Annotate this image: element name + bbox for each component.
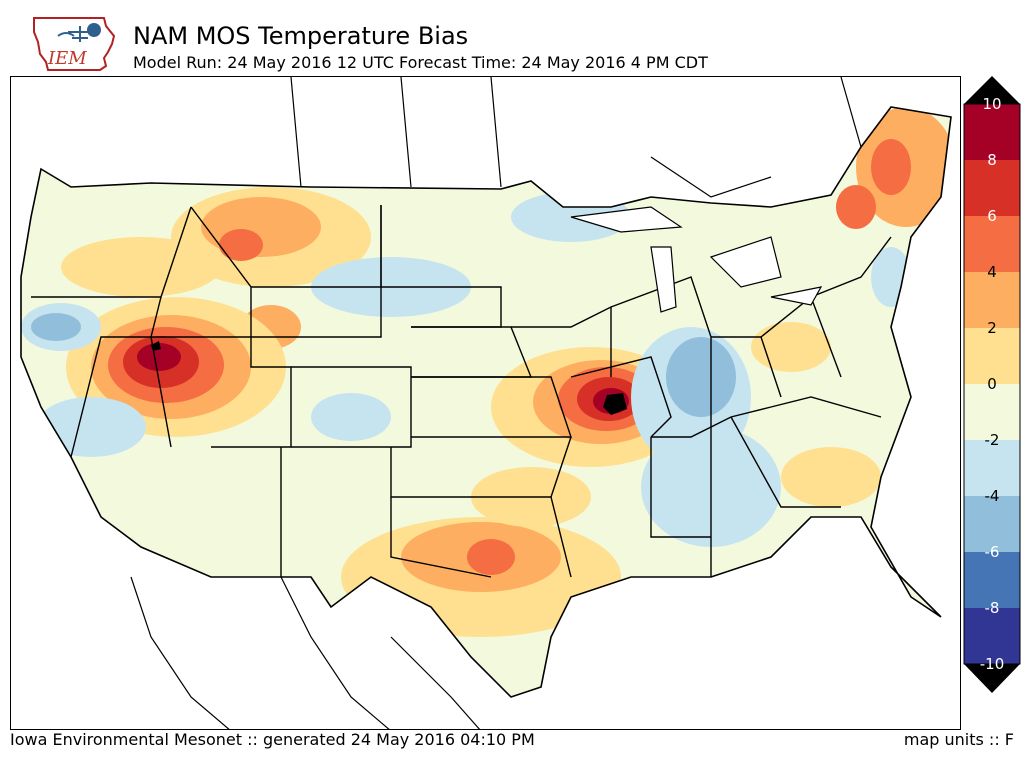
footer-credit: Iowa Environmental Mesonet :: generated … (10, 730, 535, 749)
map-title: NAM MOS Temperature Bias (133, 22, 469, 50)
colorbar-ticks: 10 8 6 4 2 0 -2 -4 -6 -8 -10 (980, 95, 1005, 673)
colorbar-tick-label: 6 (987, 207, 997, 225)
colorbar-under-arrow (964, 664, 1020, 693)
colorbar-band (964, 384, 1020, 441)
colorbar-band (964, 328, 1020, 385)
colorbar-bands (964, 104, 1020, 665)
colorbar-tick-label: 8 (987, 151, 997, 169)
map-units: map units :: F (903, 730, 1014, 749)
great-lakes (570, 206, 823, 313)
colorbar-band (964, 496, 1020, 553)
colorbar-band (964, 216, 1020, 273)
colorbar-band (964, 160, 1020, 217)
colorbar-tick-label: -10 (980, 655, 1005, 673)
neighbor-boundaries (130, 77, 862, 729)
colorbar-tick-label: -4 (985, 487, 1000, 505)
colorbar-tick-label: -6 (985, 543, 1000, 561)
over-max-patch-missouri (603, 393, 627, 415)
state-boundaries (31, 205, 892, 578)
colorbar-tick-label: 10 (982, 95, 1001, 113)
over-max-patch-utah (151, 341, 161, 351)
colorbar-tick-label: -2 (985, 431, 1000, 449)
colorbar-tick-label: -8 (985, 599, 1000, 617)
colorbar-band (964, 272, 1020, 329)
colorbar-band (964, 440, 1020, 497)
colorbar-band (964, 608, 1020, 665)
iem-logo: IEM (28, 14, 120, 76)
us-outline (20, 106, 952, 698)
colorbar-tick-label: 4 (987, 263, 997, 281)
temperature-bias-map (10, 76, 961, 730)
colorbar: 10 8 6 4 2 0 -2 -4 -6 -8 -10 (962, 76, 1022, 693)
map-subtitle: Model Run: 24 May 2016 12 UTC Forecast T… (133, 53, 708, 72)
logo-text: IEM (47, 48, 87, 69)
colorbar-tick-label: 2 (987, 319, 997, 337)
bias-shading (21, 107, 951, 697)
colorbar-tick-label: 0 (987, 375, 997, 393)
colorbar-band (964, 552, 1020, 609)
colorbar-over-arrow (964, 76, 1020, 104)
colorbar-band (964, 104, 1020, 161)
